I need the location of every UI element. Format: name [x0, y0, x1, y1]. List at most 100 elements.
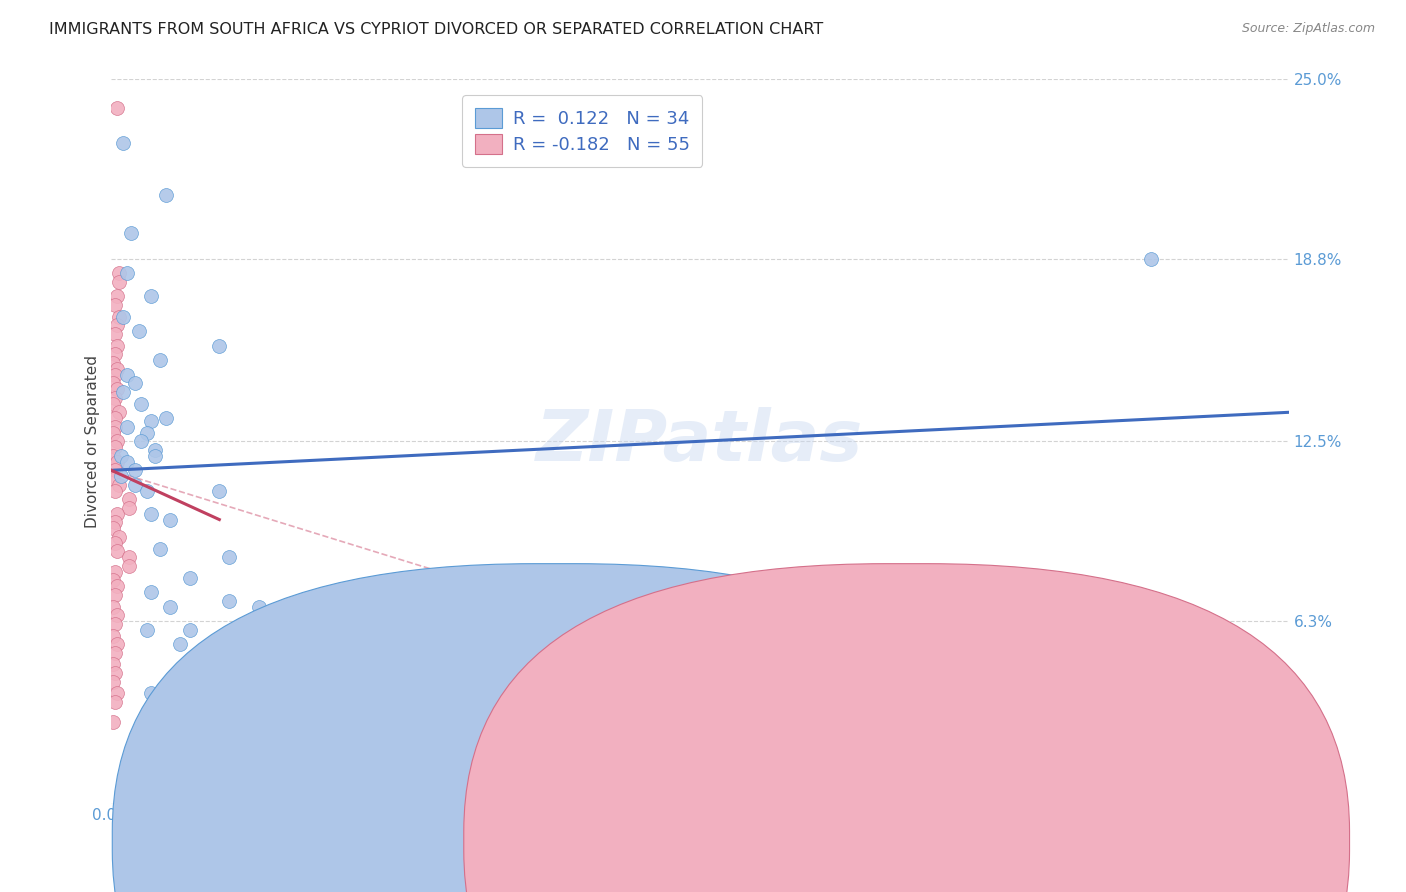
Point	[218, 637, 240, 651]
Point	[124, 376, 146, 391]
Point	[143, 449, 166, 463]
Text: Source: ZipAtlas.com: Source: ZipAtlas.com	[1241, 22, 1375, 36]
Point	[108, 310, 131, 324]
Point	[104, 588, 127, 602]
Point	[103, 449, 125, 463]
Point	[115, 368, 138, 382]
Point	[112, 384, 135, 399]
Point	[110, 469, 132, 483]
Point	[103, 657, 125, 672]
Point	[103, 376, 125, 391]
Point	[115, 419, 138, 434]
Point	[108, 405, 131, 419]
Point	[124, 477, 146, 491]
Point	[884, 579, 907, 593]
Point	[105, 318, 128, 333]
Point	[149, 541, 172, 556]
Point	[104, 419, 127, 434]
Point	[247, 599, 270, 614]
Point	[1140, 252, 1163, 266]
Point	[104, 666, 127, 681]
Point	[104, 411, 127, 425]
Point	[103, 628, 125, 642]
Point	[103, 599, 125, 614]
Point	[104, 347, 127, 361]
Point	[105, 637, 128, 651]
Point	[104, 440, 127, 454]
Point	[110, 449, 132, 463]
Point	[104, 298, 127, 312]
Point	[104, 463, 127, 477]
Text: Cypriots: Cypriots	[936, 834, 1000, 848]
Point	[155, 188, 177, 202]
Point	[105, 454, 128, 468]
Point	[104, 483, 127, 498]
Point	[179, 623, 201, 637]
Point	[104, 516, 127, 530]
Point	[103, 425, 125, 440]
Point	[105, 101, 128, 115]
Point	[112, 136, 135, 150]
Point	[105, 507, 128, 521]
Point	[149, 353, 172, 368]
Point	[124, 463, 146, 477]
Point	[159, 512, 181, 526]
Point	[135, 483, 157, 498]
Point	[108, 275, 131, 289]
Text: Immigrants from South Africa: Immigrants from South Africa	[585, 834, 811, 848]
Point	[129, 434, 152, 449]
Point	[208, 483, 231, 498]
Point	[108, 530, 131, 544]
Point	[118, 492, 141, 507]
Point	[105, 608, 128, 623]
Point	[139, 414, 162, 428]
Point	[118, 550, 141, 565]
Point	[103, 472, 125, 486]
Point	[104, 326, 127, 341]
Point	[129, 396, 152, 410]
Point	[115, 454, 138, 468]
Point	[105, 686, 128, 700]
Point	[118, 500, 141, 515]
Point	[135, 623, 157, 637]
Point	[218, 550, 240, 565]
Point	[159, 599, 181, 614]
Point	[143, 442, 166, 457]
Point	[105, 382, 128, 396]
Point	[103, 674, 125, 689]
Point	[104, 565, 127, 579]
Point	[139, 289, 162, 303]
Point	[218, 593, 240, 607]
Point	[104, 695, 127, 709]
Point	[103, 521, 125, 535]
Point	[104, 391, 127, 405]
Point	[169, 637, 191, 651]
Point	[135, 425, 157, 440]
Point	[118, 558, 141, 573]
Point	[103, 356, 125, 370]
Point	[105, 544, 128, 558]
Point	[105, 434, 128, 449]
Point	[104, 616, 127, 631]
Text: IMMIGRANTS FROM SOUTH AFRICA VS CYPRIOT DIVORCED OR SEPARATED CORRELATION CHART: IMMIGRANTS FROM SOUTH AFRICA VS CYPRIOT …	[49, 22, 824, 37]
Point	[104, 368, 127, 382]
Point	[105, 338, 128, 352]
Point	[139, 585, 162, 599]
Point	[103, 574, 125, 588]
Point	[128, 324, 150, 338]
Point	[103, 715, 125, 730]
Point	[108, 477, 131, 491]
Point	[104, 535, 127, 549]
Point	[179, 570, 201, 584]
Point	[105, 361, 128, 376]
Y-axis label: Divorced or Separated: Divorced or Separated	[86, 355, 100, 528]
Point	[112, 310, 135, 324]
Point	[120, 226, 142, 240]
Point	[155, 411, 177, 425]
Point	[139, 686, 162, 700]
Point	[108, 266, 131, 280]
Point	[105, 579, 128, 593]
Point	[104, 646, 127, 660]
Point	[105, 289, 128, 303]
Point	[115, 266, 138, 280]
